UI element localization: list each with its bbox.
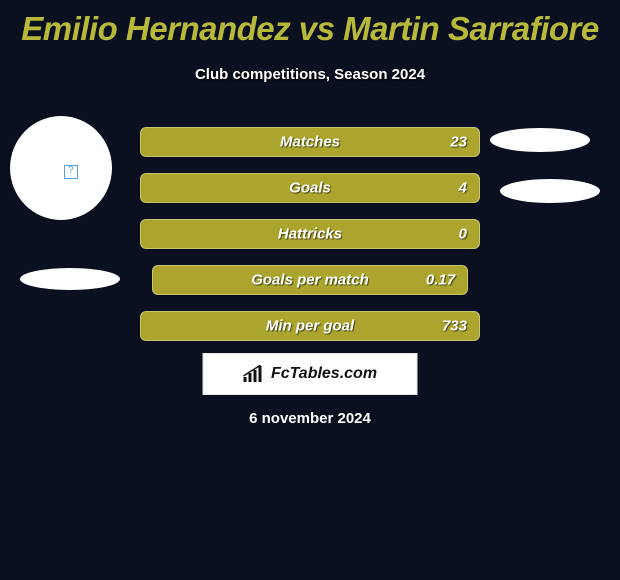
stat-bar-goals: Goals 4 — [140, 173, 480, 203]
stat-bar-gpm: Goals per match 0.17 — [140, 265, 480, 295]
stat-bar-matches: Matches 23 — [140, 127, 480, 157]
stat-bar-mpg: Min per goal 733 — [140, 311, 480, 341]
player-right-shadow — [500, 179, 600, 203]
player-left-avatar — [10, 116, 112, 220]
stats-area: Matches 23 Goals 4 Hattricks 0 Goals per… — [0, 121, 620, 361]
page-title: Emilio Hernandez vs Martin Sarrafiore — [0, 0, 620, 48]
chart-icon — [243, 365, 265, 383]
stat-label: Min per goal — [266, 318, 354, 335]
stat-bar-hattricks: Hattricks 0 — [140, 219, 480, 249]
stat-label: Goals — [289, 180, 331, 197]
stat-label: Matches — [280, 134, 340, 151]
placeholder-icon — [64, 165, 78, 179]
logo-box: FcTables.com — [203, 353, 418, 395]
logo-text: FcTables.com — [271, 365, 377, 383]
player-right-avatar — [490, 128, 590, 152]
stat-label: Hattricks — [278, 226, 342, 243]
date-text: 6 november 2024 — [249, 410, 371, 427]
stat-value: 4 — [459, 180, 467, 197]
stat-value: 0 — [459, 226, 467, 243]
player-left-shadow — [20, 268, 120, 290]
stat-label: Goals per match — [251, 272, 369, 289]
stat-value: 23 — [450, 134, 467, 151]
subtitle: Club competitions, Season 2024 — [0, 66, 620, 83]
stat-value: 0.17 — [426, 272, 455, 289]
stat-bars: Matches 23 Goals 4 Hattricks 0 Goals per… — [140, 127, 480, 357]
stat-value: 733 — [442, 318, 467, 335]
